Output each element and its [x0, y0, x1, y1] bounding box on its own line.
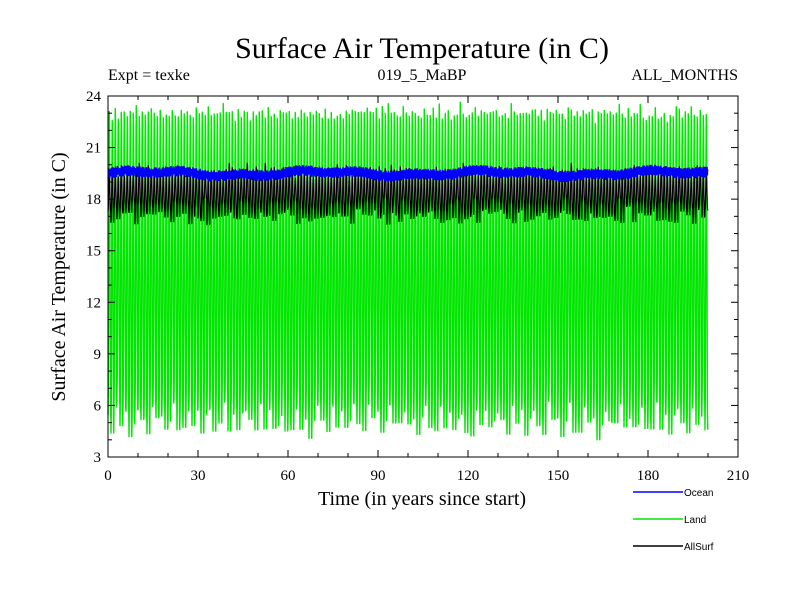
y-axis-label: Surface Air Temperature (in C) [48, 152, 70, 401]
x-tick-label: 0 [104, 468, 112, 484]
y-tick-label: 6 [94, 398, 102, 414]
y-tick-label: 15 [86, 244, 101, 260]
x-tick-label: 120 [457, 468, 480, 484]
y-tick-label: 12 [86, 295, 101, 311]
y-tick-label: 9 [94, 347, 102, 363]
legend-label-allsurf: AllSurf [684, 542, 714, 553]
subtitle-left: Expt = texke [108, 67, 190, 84]
chart-title: Surface Air Temperature (in C) [235, 32, 609, 65]
y-tick-label: 21 [86, 141, 101, 157]
legend: Ocean Land AllSurf [633, 488, 714, 553]
y-tick-label: 3 [94, 450, 102, 466]
legend-label-land: Land [684, 515, 706, 526]
x-tick-label: 210 [727, 468, 750, 484]
x-tick-label: 60 [281, 468, 296, 484]
x-tick-label: 30 [191, 468, 206, 484]
plot-frame [107, 95, 739, 458]
axes-layer: 0 30 60 90 120 150 180 210 3 6 9 12 15 18 21 24 [86, 89, 749, 484]
y-tick-label: 18 [86, 192, 101, 208]
x-tick-label: 90 [371, 468, 386, 484]
series-line-allsurf [107, 162, 709, 226]
y-tick-label: 24 [86, 89, 102, 105]
x-axis-label: Time (in years since start) [318, 488, 526, 510]
x-tick-label: 180 [637, 468, 660, 484]
subtitle-right: ALL_MONTHS [631, 67, 738, 84]
subtitle-center: 019_5_MaBP [378, 67, 467, 84]
x-tick-label: 150 [547, 468, 570, 484]
series-line-land [107, 101, 709, 441]
series-line-ocean [107, 164, 709, 183]
series-layer [107, 101, 709, 441]
legend-label-ocean: Ocean [684, 488, 713, 499]
